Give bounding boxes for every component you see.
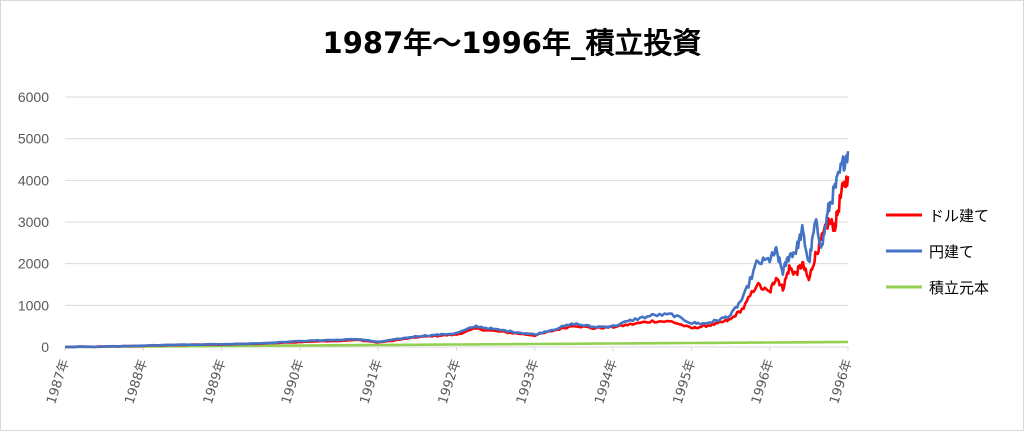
x-tick-label: 1988年 [123, 358, 152, 406]
legend-label: ドル建て [929, 207, 989, 225]
x-tick-label: 1993年 [514, 358, 543, 406]
y-tick-label: 5000 [18, 131, 49, 147]
x-tick-label: 1996年 [749, 358, 778, 406]
y-tick-label: 4000 [18, 172, 49, 188]
chart-title: 1987年～1996年_積立投資 [322, 26, 702, 60]
x-tick-label: 1996年 [827, 358, 856, 406]
x-tick-label: 1994年 [592, 358, 621, 406]
x-tick-label: 1991年 [357, 358, 386, 406]
series-lines [64, 151, 850, 349]
gridlines [65, 96, 848, 348]
legend-label: 円建て [929, 243, 974, 261]
series-line [65, 340, 849, 349]
x-axis-ticks: 1987年 1988年 1989年 1990年 1991年 1992年 1993年 1994年… [44, 347, 856, 406]
series-line [64, 151, 850, 349]
y-tick-label: 3000 [18, 214, 49, 230]
y-axis-ticks: 0 1000 2000 3000 4000 5000 6000 [18, 89, 49, 355]
x-tick-label: 1995年 [671, 358, 700, 406]
y-tick-label: 1000 [18, 297, 49, 313]
y-tick-label: 2000 [18, 256, 49, 272]
x-tick-label: 1990年 [279, 358, 308, 406]
series-line [64, 175, 850, 349]
x-tick-label: 1989年 [201, 358, 230, 406]
x-tick-label: 1987年 [44, 358, 73, 406]
y-tick-label: 0 [41, 339, 49, 355]
y-tick-label: 6000 [18, 89, 49, 105]
legend-label: 積立元本 [929, 279, 989, 297]
x-tick-label: 1992年 [436, 358, 465, 406]
